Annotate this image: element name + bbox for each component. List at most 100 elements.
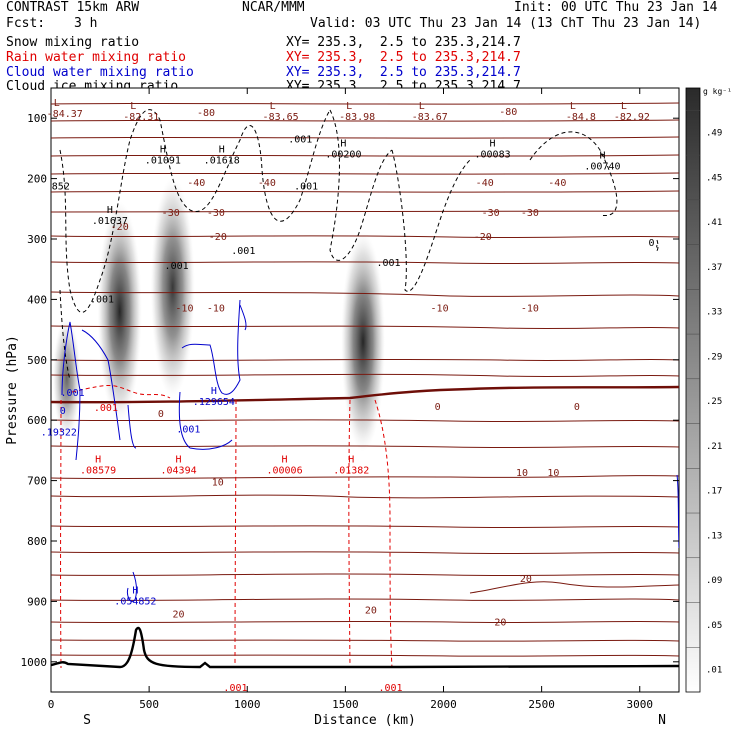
isotherm-label: -20 bbox=[209, 232, 227, 243]
colorbar-unit: g kg⁻¹ bbox=[703, 87, 732, 96]
colorbar-tick-label: .45 bbox=[706, 173, 722, 183]
colorbar-tick-label: .49 bbox=[706, 129, 722, 139]
isotherm-label: -40 bbox=[548, 178, 566, 189]
cloud-water-label: .054852 bbox=[114, 596, 156, 607]
x-tick-label: 2500 bbox=[528, 698, 555, 711]
colorbar-tick-label: .25 bbox=[706, 397, 722, 407]
cloud-water-label-marker: H bbox=[132, 585, 138, 596]
rain-label-marker: H bbox=[176, 454, 182, 465]
cloud-ice-label: .001 bbox=[294, 181, 318, 192]
model-title: CONTRAST 15km ARW bbox=[6, 0, 140, 15]
isotherm-label: 10 bbox=[547, 468, 559, 479]
colorbar-tick-label: .29 bbox=[706, 352, 722, 362]
colorbar-tick-label: .21 bbox=[706, 442, 722, 452]
isotherm-label: 10 bbox=[516, 468, 528, 479]
y-tick-label: 200 bbox=[27, 173, 47, 186]
cloud-ice-label: .00083 bbox=[475, 149, 511, 160]
x-tick-label: 2000 bbox=[430, 698, 457, 711]
cloud-ice-label: 0 bbox=[649, 238, 655, 249]
isotherm-label: -30 bbox=[207, 208, 225, 219]
pressure-low-value: -83.65 bbox=[263, 112, 299, 123]
colorbar-tick-label: .01 bbox=[706, 666, 722, 676]
cloud-ice-label-marker: H bbox=[340, 138, 346, 149]
pressure-low-value: -84.8 bbox=[566, 112, 596, 123]
field-snow-xy: XY= 235.3, 2.5 to 235.3,214.7 bbox=[286, 35, 521, 50]
pressure-low-value: -82.92 bbox=[614, 112, 650, 123]
colorbar-tick-label: .41 bbox=[706, 218, 722, 228]
pressure-low-marker: L bbox=[570, 101, 576, 112]
colorbar-tick-label: .05 bbox=[706, 621, 722, 631]
cloud-ice-label: .00740 bbox=[584, 162, 620, 173]
pressure-low-value: -83.98 bbox=[339, 112, 375, 123]
isotherm-label: -30 bbox=[162, 208, 180, 219]
end-label-south: S bbox=[83, 713, 91, 728]
isotherm-label: -40 bbox=[476, 178, 494, 189]
x-tick-label: 500 bbox=[139, 698, 159, 711]
isotherm-label: -30 bbox=[521, 208, 539, 219]
pressure-low-marker: L bbox=[419, 101, 425, 112]
y-tick-label: 100 bbox=[27, 112, 47, 125]
rain-water-contours bbox=[60, 385, 393, 669]
isotherm-lines bbox=[51, 102, 679, 657]
x-axis: 0 500 1000 1500 2000 2500 3000 bbox=[48, 88, 653, 711]
pressure-low-marker: L bbox=[346, 101, 352, 112]
pressure-low-marker: L bbox=[621, 101, 627, 112]
pressure-low-marker: L bbox=[130, 101, 136, 112]
cloud-water-label-marker: H bbox=[211, 386, 217, 397]
isotherm-label: -10 bbox=[431, 303, 449, 314]
cloud-ice-label: .001 bbox=[231, 246, 255, 257]
y-tick-label: 800 bbox=[27, 535, 47, 548]
field-rain-name: Rain water mixing ratio bbox=[6, 50, 187, 65]
cloud-water-label: .19322 bbox=[41, 427, 77, 438]
field-snow-name: Snow mixing ratio bbox=[6, 35, 140, 50]
pressure-low-marker: L bbox=[270, 101, 276, 112]
y-axis-label: Pressure (hPa) bbox=[5, 335, 20, 445]
isotherm-label: -20 bbox=[111, 222, 129, 233]
cloud-ice-label: .01618 bbox=[204, 156, 240, 167]
cloud-ice-label-marker: H bbox=[160, 145, 166, 156]
y-tick-label: 500 bbox=[27, 354, 47, 367]
cloud-ice-label: .00200 bbox=[325, 149, 361, 160]
isotherm-label: -20 bbox=[474, 232, 492, 243]
x-tick-label: 0 bbox=[48, 698, 55, 711]
isotherm-label: -10 bbox=[207, 303, 225, 314]
pressure-low-value: -84.37 bbox=[47, 109, 83, 120]
cloud-ice-label: .001 bbox=[90, 294, 114, 305]
contour-labels: -80 -80 -40 -40 -40 -40 -30 -30 -30 -30 -20 -20 -20 -… bbox=[41, 98, 655, 694]
y-tick-label: 600 bbox=[27, 414, 47, 427]
colorbar-tick-label: .17 bbox=[706, 487, 722, 497]
cloud-water-label: 0 bbox=[60, 406, 66, 417]
isotherm-label: 20 bbox=[365, 605, 377, 616]
isotherm-label: -40 bbox=[258, 178, 276, 189]
field-cloudwater-name: Cloud water mixing ratio bbox=[6, 65, 194, 80]
cloud-water-label: .001 bbox=[176, 424, 200, 435]
rain-label: .08579 bbox=[80, 465, 116, 476]
colorbar: .01.05.09.13.17.21.25.29.33.37.41.45.49 … bbox=[685, 87, 732, 693]
isotherm-label: -30 bbox=[482, 208, 500, 219]
isotherm-label: 0 bbox=[158, 409, 164, 420]
x-axis-label: Distance (km) bbox=[314, 713, 416, 728]
isotherm-label: -80 bbox=[499, 107, 517, 118]
rain-label-marker: H bbox=[348, 454, 354, 465]
y-tick-label: 1000 bbox=[21, 656, 48, 669]
cloud-ice-label-marker: H bbox=[490, 138, 496, 149]
colorbar-tick-label: .09 bbox=[706, 576, 722, 586]
cloud-ice-label: .001 bbox=[377, 258, 401, 269]
rain-label: .001 bbox=[378, 683, 402, 694]
isotherm-label: 0 bbox=[574, 402, 580, 413]
snow-maximum bbox=[150, 177, 195, 398]
isotherm-label: 10 bbox=[212, 477, 224, 488]
field-rain-xy: XY= 235.3, 2.5 to 235.3,214.7 bbox=[286, 50, 521, 65]
colorbar-tick-label: .13 bbox=[706, 531, 722, 541]
cloud-ice-label-marker: H bbox=[219, 145, 225, 156]
field-cloudwater-xy: XY= 235.3, 2.5 to 235.3,214.7 bbox=[286, 65, 521, 80]
x-tick-label: 1500 bbox=[332, 698, 359, 711]
isotherm-label: -10 bbox=[521, 303, 539, 314]
colorbar-tick-label: .37 bbox=[706, 263, 722, 273]
y-tick-label: 900 bbox=[27, 595, 47, 608]
rain-label-marker: H bbox=[95, 454, 101, 465]
isotherm-label: 20 bbox=[494, 618, 506, 629]
colorbar-tick-label: .33 bbox=[706, 308, 722, 318]
